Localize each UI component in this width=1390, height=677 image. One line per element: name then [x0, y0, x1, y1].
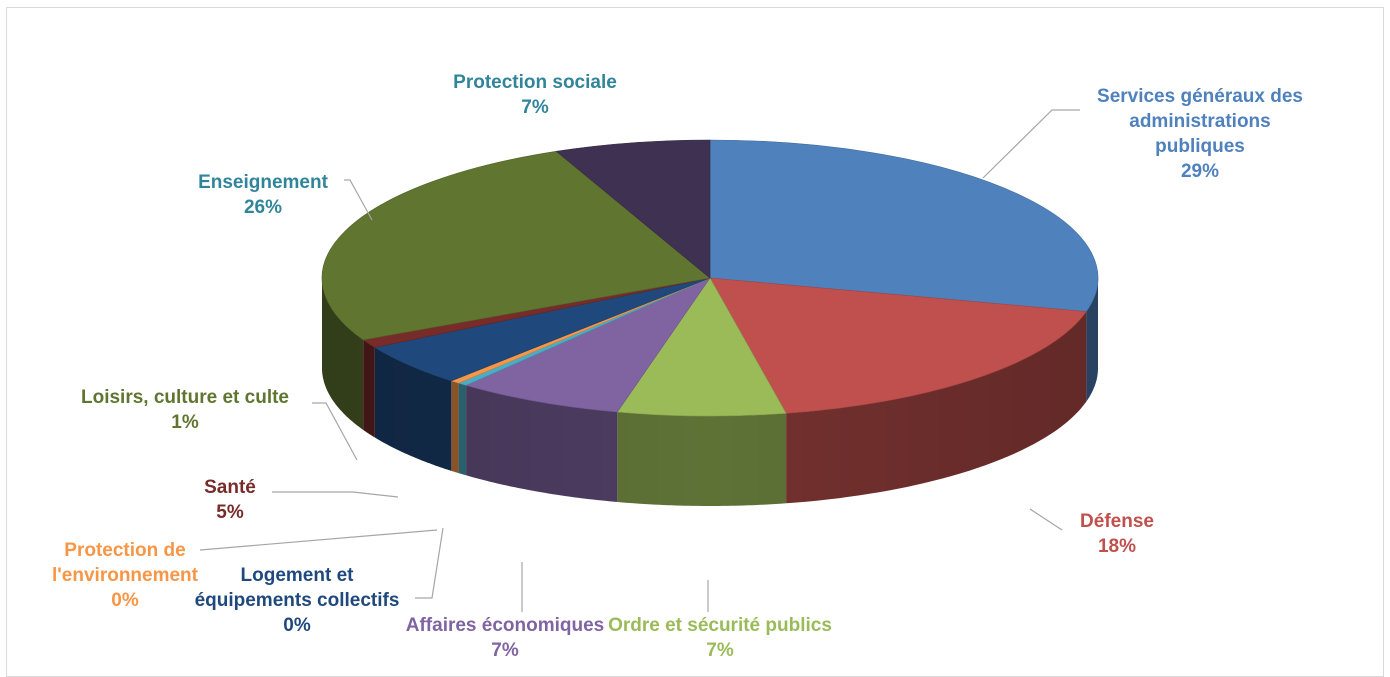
leader-line	[312, 402, 358, 461]
leader-line	[199, 529, 438, 551]
label-enseignement-name: Enseignement	[198, 172, 328, 193]
label-environnement-line1: Protection de	[64, 540, 186, 561]
pie-slice-services-g-n-raux-des-administrations-publiques	[709, 139, 1099, 312]
label-defense: Défense 18%	[1062, 509, 1172, 559]
pie-slice-ordre-et-s-curit-publics	[616, 277, 787, 417]
leader-line	[415, 527, 444, 599]
label-defense-name: Défense	[1080, 511, 1154, 532]
label-services-pct: 29%	[1180, 161, 1220, 182]
label-ordre-pct: 7%	[706, 640, 734, 661]
label-sante-name: Santé	[204, 477, 256, 498]
leader-line	[1029, 508, 1063, 531]
label-protection-sociale-name: Protection sociale	[453, 72, 617, 93]
label-enseignement: Enseignement 26%	[178, 170, 348, 220]
pie-slice-protection-sociale	[555, 139, 711, 279]
label-logement: Logement et équipements collectifs 0%	[172, 563, 422, 638]
pie-sides	[322, 278, 1098, 506]
label-affaires-pct: 7%	[491, 640, 519, 661]
label-services: Services généraux des administrations pu…	[1080, 84, 1320, 184]
label-logement-line2: équipements collectifs	[194, 590, 400, 611]
pie-slice-d-fense	[709, 277, 1087, 414]
leader-line	[344, 179, 373, 221]
label-sante: Santé 5%	[190, 475, 270, 525]
pie-tops	[321, 139, 1099, 417]
leader-line	[982, 109, 1080, 179]
leader-lines	[199, 109, 1080, 612]
label-loisirs-name: Loisirs, culture et culte	[81, 387, 289, 408]
label-loisirs: Loisirs, culture et culte 1%	[60, 385, 310, 435]
pie-slice-enseignement	[321, 150, 711, 341]
label-logement-pct: 0%	[283, 615, 311, 636]
label-environnement-line2: l'environnement	[52, 565, 198, 586]
label-ordre: Ordre et sécurité publics 7%	[590, 613, 850, 663]
pie-slice-affaires-conomiques	[465, 277, 711, 413]
label-sante-pct: 5%	[216, 502, 244, 523]
label-services-line3: publiques	[1155, 136, 1245, 157]
label-affaires-name: Affaires économiques	[405, 615, 605, 636]
label-logement-line1: Logement et	[240, 565, 354, 586]
label-protection-sociale: Protection sociale 7%	[420, 70, 650, 120]
label-protection-sociale-pct: 7%	[521, 97, 549, 118]
label-environnement-pct: 0%	[111, 590, 139, 611]
label-enseignement-pct: 26%	[243, 197, 283, 218]
label-ordre-name: Ordre et sécurité publics	[608, 615, 832, 636]
label-affaires: Affaires économiques 7%	[380, 613, 630, 663]
label-loisirs-pct: 1%	[171, 412, 199, 433]
label-environnement: Protection de l'environnement 0%	[40, 538, 210, 613]
label-services-line2: administrations	[1129, 111, 1271, 132]
label-services-line1: Services généraux des	[1097, 86, 1303, 107]
leader-line	[272, 491, 399, 498]
label-defense-pct: 18%	[1097, 536, 1137, 557]
pie-side-shading	[322, 278, 1098, 506]
